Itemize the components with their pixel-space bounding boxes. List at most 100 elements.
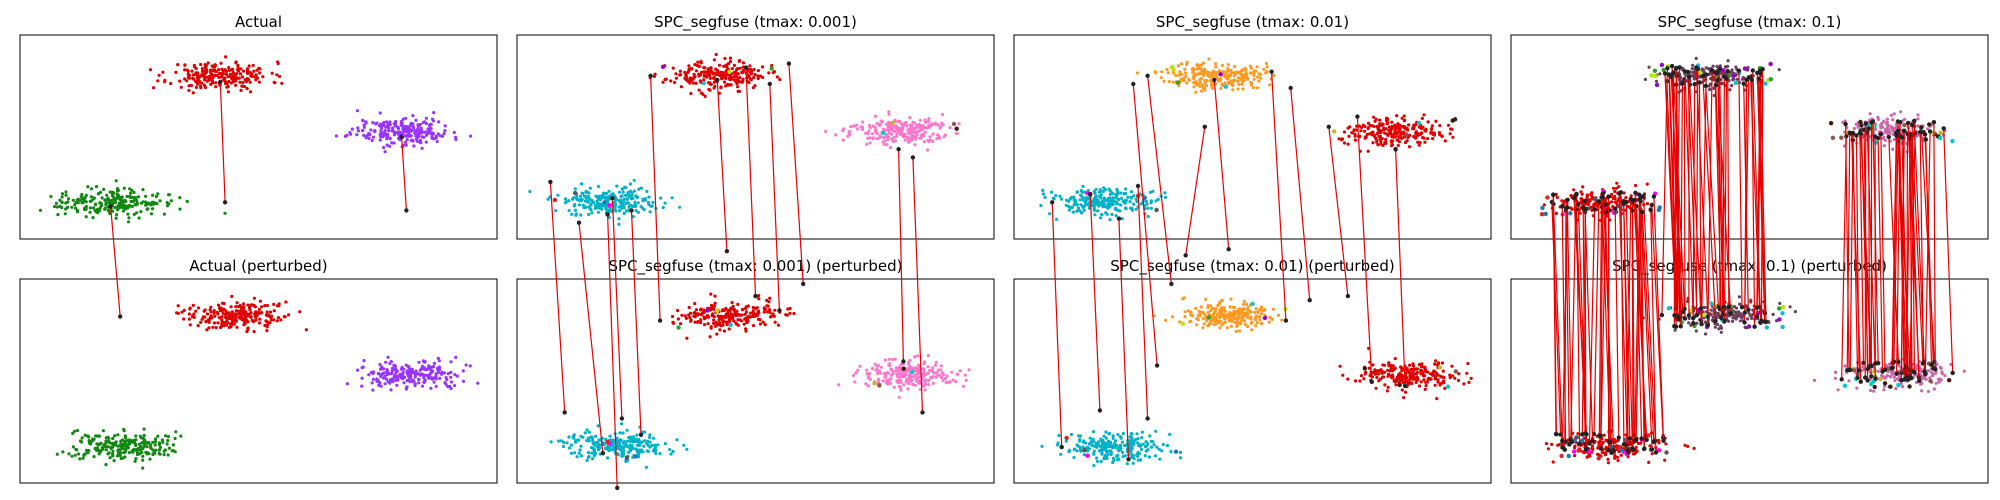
point [1633,183,1638,188]
point [1154,207,1159,213]
panel-bottom-2: SPC_segfuse (tmax: 0.001) (perturbed) [516,257,995,484]
point [1111,201,1115,205]
point [886,127,890,132]
point [137,216,141,220]
point [263,304,267,308]
point [719,85,723,89]
point [587,454,591,459]
point [444,375,448,380]
point [1141,442,1145,446]
point [744,329,748,333]
point [692,314,696,318]
point [61,450,65,454]
point [187,88,191,93]
point [115,213,119,217]
point [576,198,580,202]
point [1253,310,1257,314]
point [1377,379,1381,383]
point [1222,306,1226,310]
point [1441,381,1445,385]
point [592,454,596,458]
point [872,381,877,386]
point [136,195,141,199]
point [1381,122,1385,126]
point [1451,374,1455,378]
point [1412,135,1416,139]
point [1174,73,1178,78]
point [1280,318,1284,322]
point [1080,210,1084,215]
point [734,70,738,75]
point [648,445,652,449]
point [1381,363,1385,367]
point [1649,73,1654,78]
point [114,443,118,447]
point [252,329,256,334]
point [1069,432,1073,437]
point [1423,368,1427,372]
point [1365,132,1369,136]
point [713,84,717,88]
point [1401,375,1405,379]
point [647,202,651,207]
point [931,375,935,379]
point [1420,362,1424,366]
point [631,204,635,208]
point [1136,450,1140,454]
point [1222,317,1227,321]
point [187,76,191,80]
point [587,430,592,434]
point [729,312,734,316]
point [1726,59,1730,63]
point [1248,71,1253,75]
point [244,318,248,322]
point [128,187,132,191]
point [214,326,218,330]
point [1438,383,1442,387]
point [240,315,244,319]
point [128,195,132,199]
cluster-3 [1039,184,1168,222]
point [914,137,918,141]
point [1622,191,1626,195]
point [432,380,436,384]
point [134,448,138,452]
point [894,366,899,370]
point [582,194,587,198]
point [596,210,601,214]
point [1209,75,1213,79]
point [921,384,926,388]
point [709,326,713,330]
point [1643,77,1647,81]
point [1118,435,1122,439]
point [1431,137,1435,141]
point [1072,195,1076,199]
point [1249,321,1253,325]
point [371,388,375,392]
point [546,197,550,201]
point [1681,66,1685,70]
point [1654,82,1660,88]
point [1076,206,1080,210]
point [902,374,906,379]
point [213,63,218,67]
point [216,321,220,325]
point [1763,81,1768,86]
point [694,81,698,85]
point [1228,74,1232,78]
point [1088,436,1092,440]
point [214,81,218,85]
point [1408,133,1412,137]
point [669,452,673,456]
point [1231,316,1235,321]
point [1206,74,1211,78]
point [757,294,761,298]
point [217,316,221,320]
point [109,199,113,203]
point [157,441,162,445]
point [220,321,224,325]
point [1067,450,1071,454]
point [228,72,232,76]
point [145,445,149,449]
point [80,201,84,205]
